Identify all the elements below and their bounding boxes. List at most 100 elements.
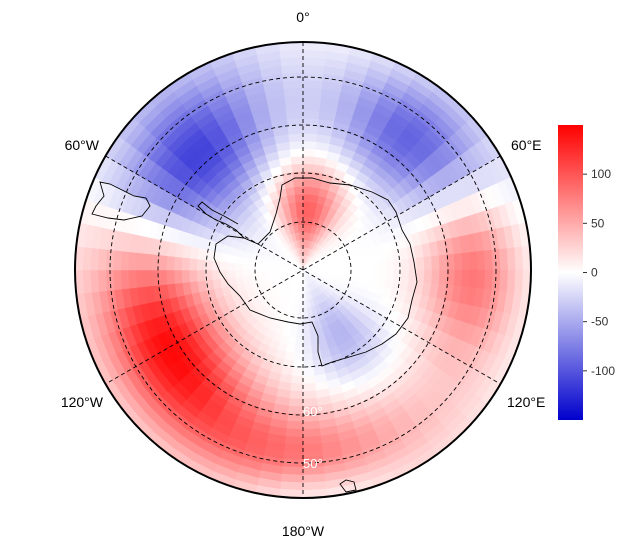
south-america-tip <box>91 181 151 221</box>
field-cell <box>332 265 342 271</box>
field-cell <box>289 140 304 150</box>
field-cell <box>181 256 190 271</box>
field-cell <box>289 390 304 400</box>
field-cell <box>173 269 183 284</box>
field-cell <box>75 269 85 295</box>
field-cell <box>188 269 198 283</box>
field-cell <box>143 252 153 271</box>
field-cell <box>302 186 313 195</box>
field-cell <box>393 269 403 281</box>
field-cell <box>302 473 326 484</box>
colorbar-tick-label: 50 <box>591 216 605 230</box>
field-cell <box>280 473 304 484</box>
field-cell <box>302 117 320 127</box>
field-cell <box>296 208 304 218</box>
field-cell <box>370 269 380 279</box>
graticule <box>105 42 501 498</box>
field-cell <box>302 428 321 438</box>
field-cell <box>468 251 479 271</box>
field-cell <box>282 451 304 461</box>
field-cell <box>461 269 471 288</box>
field-cell <box>385 269 395 280</box>
field-cell <box>302 345 313 354</box>
colorbar-tick-label: -100 <box>591 364 615 378</box>
field-cell <box>438 254 448 271</box>
field-cell <box>491 249 501 271</box>
field-cell <box>484 249 494 271</box>
field-cell <box>291 367 304 377</box>
field-cell <box>283 443 304 453</box>
field-cell <box>181 269 190 284</box>
field-cell <box>288 132 304 142</box>
field-cell <box>299 239 304 248</box>
field-cell <box>302 193 312 203</box>
field-cell <box>241 269 251 277</box>
field-cell <box>173 256 183 271</box>
field-cell <box>288 398 304 408</box>
field-cell <box>302 201 311 210</box>
field-cell <box>355 263 365 271</box>
field-cell <box>112 269 122 291</box>
field-cell <box>120 250 130 271</box>
field-cell <box>150 269 160 287</box>
field-cell <box>284 94 304 105</box>
field-cell <box>158 269 168 286</box>
field-cell <box>302 337 312 347</box>
field-cell <box>165 255 175 271</box>
field-cell <box>127 269 138 289</box>
field-cell <box>302 435 322 446</box>
field-cell <box>286 413 304 423</box>
field-cell <box>453 269 463 288</box>
field-cell <box>484 269 494 291</box>
field-cell <box>97 269 107 292</box>
field-cell <box>89 247 100 271</box>
field-cell <box>302 360 314 370</box>
field-cell <box>362 255 372 264</box>
field-cell <box>290 375 304 385</box>
field-cell <box>272 269 281 274</box>
meridian-60w-120e <box>105 155 501 385</box>
field-cell <box>438 269 448 286</box>
field-cell <box>234 276 244 285</box>
field-cell <box>400 258 410 271</box>
field-cell <box>302 367 315 377</box>
colorbar-gradient <box>558 125 583 420</box>
field-cell <box>283 87 304 97</box>
field-cell <box>302 315 309 324</box>
field-cell <box>135 269 145 288</box>
field-cell <box>302 307 309 316</box>
field-cell <box>302 155 316 165</box>
field-cell <box>282 79 304 89</box>
field-cell <box>188 257 198 271</box>
field-cell <box>302 148 317 157</box>
field-cell <box>285 420 304 430</box>
field-cell <box>302 163 315 173</box>
field-cell <box>302 299 308 309</box>
field-cell <box>284 435 304 446</box>
field-cell <box>203 269 213 281</box>
field-cell <box>285 102 304 112</box>
colorbar-tick-label: 0 <box>591 266 598 280</box>
field-cell <box>476 269 486 290</box>
latitude-circle <box>205 172 401 368</box>
field-cell <box>378 269 387 280</box>
field-cell <box>506 247 517 271</box>
longitude-label-60w: 60°W <box>65 137 100 153</box>
field-cell <box>143 269 153 288</box>
field-cell <box>293 345 304 354</box>
field-cell <box>287 125 304 135</box>
field-cell <box>408 257 418 271</box>
field-cell <box>302 94 322 105</box>
field-cell <box>196 258 206 271</box>
field-cell <box>226 261 236 271</box>
field-cell <box>302 330 311 339</box>
field-cell <box>89 269 100 293</box>
field-cell <box>234 269 243 278</box>
antarctic-peninsula <box>197 201 245 239</box>
longitude-label-60e: 60°E <box>511 137 542 153</box>
field-cell <box>431 255 441 271</box>
field-cell <box>370 261 380 271</box>
field-cell <box>226 269 236 279</box>
field-cell <box>302 322 310 332</box>
field-cell <box>506 269 517 293</box>
